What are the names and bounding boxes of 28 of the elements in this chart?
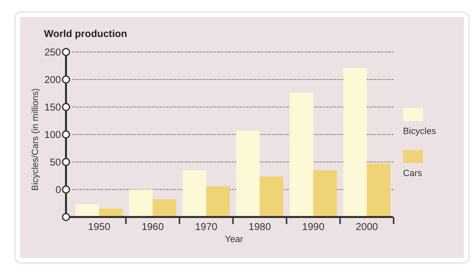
x-tick-label: 1960 — [142, 222, 164, 233]
bar — [152, 199, 176, 217]
bar — [260, 176, 284, 217]
bar — [236, 130, 260, 217]
bar — [182, 170, 206, 217]
x-tick-label: 1990 — [302, 222, 325, 233]
x-tick-label: 1950 — [88, 222, 111, 233]
chart-title: World production — [44, 29, 128, 40]
legend-label: Cars — [403, 168, 422, 178]
bar — [313, 170, 337, 217]
y-tick-label: 250 — [44, 48, 62, 58]
bar — [129, 190, 153, 217]
y-tick-label: 200 — [44, 75, 62, 86]
x-axis-title: Year — [224, 234, 244, 244]
legend-label: Bicycles — [403, 126, 437, 136]
bar — [366, 164, 390, 217]
bar — [290, 92, 314, 217]
x-tick-label: 1980 — [248, 222, 272, 233]
bar — [76, 204, 100, 217]
x-tick-label: 1970 — [195, 222, 218, 233]
y-axis-title: Bicycles/Cars (in millions) — [30, 88, 40, 191]
y-tick-label: 100 — [44, 130, 62, 141]
x-tick-label: 2000 — [356, 222, 378, 233]
y-tick-label: 0 — [55, 185, 62, 196]
bar — [343, 68, 367, 217]
y-tick-label: 150 — [44, 102, 62, 114]
y-tick-label: 50 — [50, 158, 62, 168]
bar — [206, 186, 230, 217]
